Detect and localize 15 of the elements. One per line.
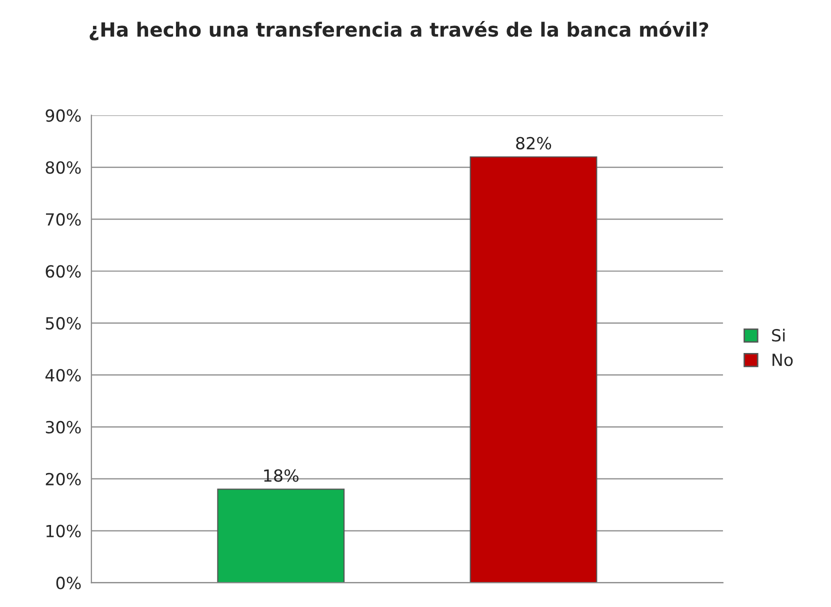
legend-label: No: [772, 354, 793, 366]
y-tick-label: 90%: [46, 109, 81, 122]
y-tick-label: 50%: [46, 317, 81, 330]
y-tick-label: 10%: [46, 524, 81, 538]
y-tick-label: 30%: [46, 420, 81, 434]
y-tick-label: 60%: [46, 265, 81, 278]
data-label: 18%: [264, 469, 298, 482]
legend-label: Si: [772, 328, 785, 342]
chart-title: ¿Ha hecho una transferencia a través de la banca móvil?: [90, 21, 708, 40]
y-tick-label: 20%: [46, 472, 81, 486]
y-tick-label: 0%: [56, 576, 81, 590]
data-label: 82%: [516, 136, 552, 150]
y-tick-label: 70%: [46, 213, 81, 226]
y-tick-label: 40%: [45, 368, 81, 382]
y-tick-label: 80%: [46, 161, 81, 174]
